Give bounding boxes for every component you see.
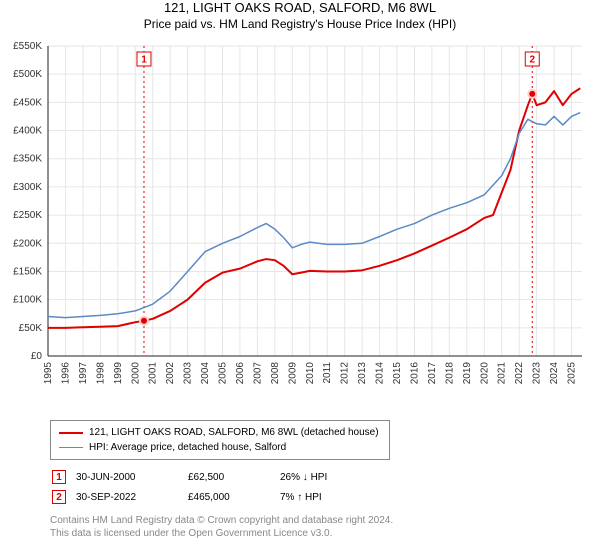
- svg-text:1997: 1997: [78, 362, 89, 385]
- attribution-line2: This data is licensed under the Open Gov…: [50, 527, 570, 540]
- svg-text:2003: 2003: [183, 362, 194, 385]
- svg-text:1: 1: [141, 55, 147, 66]
- svg-text:£450K: £450K: [13, 97, 42, 108]
- svg-text:£350K: £350K: [13, 154, 42, 165]
- svg-text:1998: 1998: [95, 362, 106, 385]
- svg-text:2025: 2025: [567, 362, 578, 385]
- svg-text:2015: 2015: [392, 362, 403, 385]
- svg-text:2021: 2021: [497, 362, 508, 385]
- legend: 121, LIGHT OAKS ROAD, SALFORD, M6 8WL (d…: [50, 420, 390, 460]
- legend-item: HPI: Average price, detached house, Salf…: [59, 440, 381, 455]
- svg-text:1999: 1999: [113, 362, 124, 385]
- svg-text:2023: 2023: [532, 362, 543, 385]
- svg-text:2008: 2008: [270, 362, 281, 385]
- legend-item: 121, LIGHT OAKS ROAD, SALFORD, M6 8WL (d…: [59, 425, 381, 440]
- tx-marker-icon: 2: [52, 490, 66, 504]
- legend-swatch: [59, 432, 83, 434]
- svg-text:2011: 2011: [322, 362, 333, 384]
- svg-text:£100K: £100K: [13, 295, 42, 306]
- tx-date: 30-SEP-2022: [76, 488, 186, 506]
- attribution: Contains HM Land Registry data © Crown c…: [50, 514, 570, 540]
- attribution-line1: Contains HM Land Registry data © Crown c…: [50, 514, 570, 527]
- svg-text:£500K: £500K: [13, 69, 42, 80]
- svg-text:2006: 2006: [235, 362, 246, 385]
- svg-text:2019: 2019: [462, 362, 473, 385]
- svg-text:1996: 1996: [60, 362, 71, 385]
- svg-text:£400K: £400K: [13, 126, 42, 137]
- svg-text:2007: 2007: [252, 362, 263, 385]
- tx-hpi-diff: 26% ↓ HPI: [280, 468, 335, 486]
- svg-text:2004: 2004: [200, 362, 211, 385]
- svg-text:2022: 2022: [514, 362, 525, 385]
- svg-text:£550K: £550K: [13, 41, 42, 52]
- tx-price: £465,000: [188, 488, 278, 506]
- tx-date: 30-JUN-2000: [76, 468, 186, 486]
- legend-label: 121, LIGHT OAKS ROAD, SALFORD, M6 8WL (d…: [89, 427, 379, 438]
- svg-text:2: 2: [529, 55, 535, 66]
- svg-text:2014: 2014: [375, 362, 386, 385]
- svg-text:2013: 2013: [357, 362, 368, 385]
- transaction-table: 1 30-JUN-2000£62,50026% ↓ HPI 2 30-SEP-2022…: [50, 466, 337, 508]
- svg-text:2016: 2016: [409, 362, 420, 385]
- svg-text:2002: 2002: [165, 362, 176, 385]
- tx-marker-icon: 1: [52, 470, 66, 484]
- svg-text:2020: 2020: [479, 362, 490, 385]
- svg-text:2024: 2024: [549, 362, 560, 385]
- svg-text:£200K: £200K: [13, 238, 42, 249]
- svg-text:2010: 2010: [305, 362, 316, 385]
- svg-text:2018: 2018: [444, 362, 455, 385]
- svg-text:2001: 2001: [148, 362, 159, 385]
- svg-text:£50K: £50K: [19, 323, 43, 334]
- svg-text:£300K: £300K: [13, 182, 42, 193]
- svg-text:£250K: £250K: [13, 210, 42, 221]
- chart-plot: £0 £50K £100K £150K £200K £250K £300K £350K £400…: [0, 0, 600, 414]
- table-row: 2 30-SEP-2022£465,0007% ↑ HPI: [52, 488, 335, 506]
- svg-text:2000: 2000: [130, 362, 141, 385]
- legend-label: HPI: Average price, detached house, Salf…: [89, 442, 286, 453]
- svg-text:2012: 2012: [340, 362, 351, 385]
- tx-price: £62,500: [188, 468, 278, 486]
- legend-swatch: [59, 447, 83, 448]
- svg-text:2017: 2017: [427, 362, 438, 385]
- svg-text:2009: 2009: [287, 362, 298, 385]
- table-row: 1 30-JUN-2000£62,50026% ↓ HPI: [52, 468, 335, 486]
- tx-hpi-diff: 7% ↑ HPI: [280, 488, 335, 506]
- svg-text:£150K: £150K: [13, 266, 42, 277]
- svg-text:2005: 2005: [218, 362, 229, 385]
- svg-text:£0: £0: [31, 351, 43, 362]
- svg-text:1995: 1995: [43, 362, 54, 385]
